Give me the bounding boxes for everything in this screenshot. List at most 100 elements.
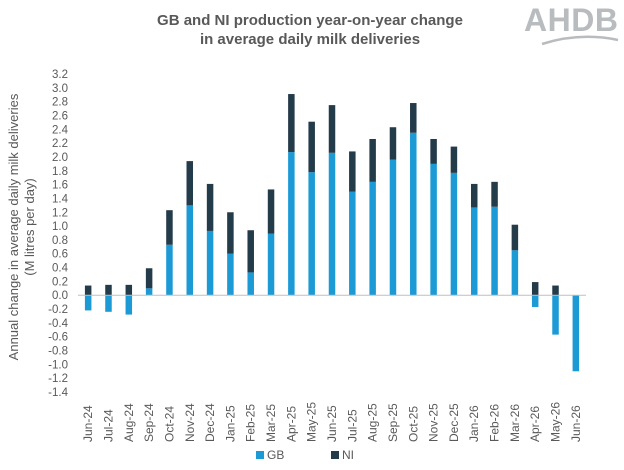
gb-bar xyxy=(410,132,417,296)
gb-bar xyxy=(125,295,133,315)
gb-bar xyxy=(430,163,437,296)
y-tick-label: 1.4 xyxy=(52,193,69,205)
ni-bar xyxy=(84,285,92,296)
x-tick-label: May-26 xyxy=(549,402,563,442)
gb-bar xyxy=(389,159,397,296)
ni-bar xyxy=(227,212,234,254)
ni-bar xyxy=(267,189,275,234)
bars xyxy=(84,94,580,372)
y-tick-label: 2.4 xyxy=(52,124,69,136)
gb-bar xyxy=(369,181,376,296)
gb-bar xyxy=(328,152,336,296)
y-tick-label: -0.8 xyxy=(48,346,68,358)
ni-bar xyxy=(410,103,417,133)
gb-bar xyxy=(349,191,356,296)
legend-label-ni: NI xyxy=(342,448,354,462)
y-axis-label: Annual change in average daily milk deli… xyxy=(6,93,21,360)
gb-bar xyxy=(572,295,580,372)
ni-bar xyxy=(389,127,397,160)
y-tick-label: 1.6 xyxy=(52,180,68,192)
ni-bar xyxy=(369,138,376,182)
x-tick-label: Feb-26 xyxy=(488,404,502,442)
gb-bar xyxy=(227,253,234,296)
gb-bar xyxy=(511,250,519,296)
legend: GB NI xyxy=(256,448,354,462)
y-axis-unit: (M litres per day) xyxy=(22,178,37,276)
ni-bar xyxy=(186,161,194,206)
y-tick-label: -1.4 xyxy=(48,387,68,399)
y-tick-label: -0.4 xyxy=(48,318,68,330)
y-tick-label: -1.2 xyxy=(48,373,68,385)
gb-bar xyxy=(186,205,194,296)
x-tick-label: Aug-25 xyxy=(366,403,380,442)
ni-bar xyxy=(105,284,112,296)
gb-bar xyxy=(308,172,315,296)
x-tick-label: Mar-25 xyxy=(264,404,278,442)
x-tick-label: Sep-25 xyxy=(386,403,400,442)
x-tick-label: Jan-25 xyxy=(223,405,237,442)
y-tick-label: 0.2 xyxy=(52,276,68,288)
ni-bar xyxy=(552,285,559,296)
legend-label-gb: GB xyxy=(267,448,284,462)
y-tick-label: 1.2 xyxy=(52,207,68,219)
gb-bar xyxy=(491,206,498,296)
y-tick-label: 2.2 xyxy=(52,138,68,150)
x-tick-label: Jun-26 xyxy=(569,405,583,442)
y-tick-label: 2.8 xyxy=(52,97,68,109)
ni-bar xyxy=(288,94,295,153)
x-tick-label: Aug-24 xyxy=(122,403,136,442)
y-tick-label: 2.0 xyxy=(52,152,68,164)
x-tick-label: Oct-24 xyxy=(162,406,176,442)
ahdb-logo: AHDB xyxy=(524,2,619,38)
x-tick-label: Nov-24 xyxy=(183,403,197,442)
y-tick-label: -1.0 xyxy=(48,359,68,371)
y-ticks: 3.2 3.0 2.82.6 2.4 2.2 2.0 1.8 1.61.4 1.2 1.0 0.8 0… xyxy=(48,69,68,399)
y-tick-label: 0.0 xyxy=(52,290,68,302)
x-tick-label: Mar-26 xyxy=(508,404,522,442)
x-tick-label: Jul-24 xyxy=(101,409,115,442)
logo-swoosh-icon xyxy=(541,35,619,46)
ni-bar xyxy=(430,138,437,164)
gb-bar xyxy=(450,172,458,296)
gb-bar xyxy=(84,295,92,311)
y-tick-label: 1.8 xyxy=(52,166,68,178)
ni-bar xyxy=(511,224,519,251)
y-tick-label: -0.2 xyxy=(48,304,68,316)
ni-bar xyxy=(531,282,539,296)
y-tick-label: 0.8 xyxy=(52,235,68,247)
ni-bar xyxy=(349,151,356,192)
x-tick-label: Jun-24 xyxy=(81,405,95,442)
x-tick-label: Oct-25 xyxy=(406,406,420,442)
gb-bar xyxy=(531,295,539,307)
y-tick-label: 3.0 xyxy=(52,83,68,95)
ni-bar xyxy=(470,183,478,208)
gb-bar xyxy=(166,244,173,296)
gb-bar xyxy=(267,233,275,296)
x-tick-label: Jul-25 xyxy=(345,409,359,442)
x-tick-label: Sep-24 xyxy=(142,403,156,442)
ni-bar xyxy=(491,181,498,207)
gb-bar xyxy=(145,288,153,296)
ni-bar xyxy=(328,105,336,153)
legend-swatch-ni xyxy=(331,451,339,459)
chart-title: GB and NI production year-on-year change xyxy=(157,12,463,29)
y-tick-label: 2.6 xyxy=(52,110,68,122)
x-tick-label: Feb-25 xyxy=(244,404,258,442)
ni-bar xyxy=(166,210,173,245)
x-tick-label: Jan-26 xyxy=(467,405,481,442)
x-tick-label: Apr-26 xyxy=(528,406,542,442)
y-tick-label: 1.0 xyxy=(52,221,68,233)
ni-bar xyxy=(145,268,153,289)
gb-bar xyxy=(470,207,478,296)
gb-bar xyxy=(105,295,112,312)
ni-bar xyxy=(247,230,254,273)
ni-bar xyxy=(450,146,458,173)
y-tick-label: 0.6 xyxy=(52,249,68,261)
x-tick-label: Nov-25 xyxy=(427,403,441,442)
ni-bar xyxy=(308,121,315,173)
y-axis-title: Annual change in average daily milk deli… xyxy=(6,93,37,360)
x-tick-label: May-25 xyxy=(305,402,319,442)
chart-subtitle: in average daily milk deliveries xyxy=(199,31,421,48)
